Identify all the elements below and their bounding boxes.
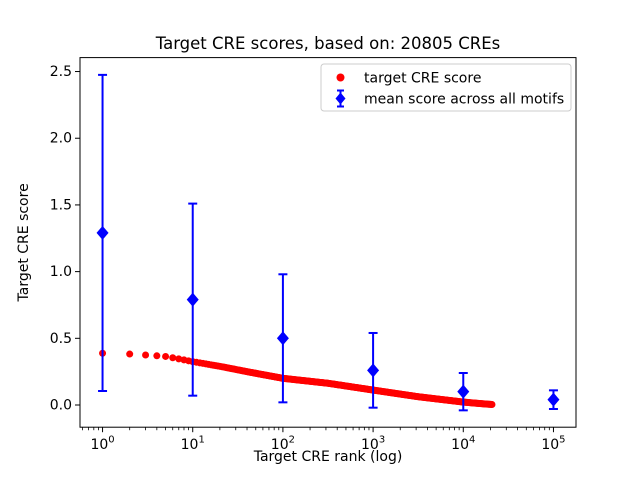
- mean-score-errorbar: [186, 202, 199, 397]
- mean-score-errorbar: [457, 371, 470, 412]
- y-major-ticks: [75, 71, 80, 406]
- mean-score-point: [457, 384, 470, 399]
- x-tick-label: 101: [181, 435, 205, 454]
- chart-title: Target CRE scores, based on: 20805 CREs: [155, 34, 501, 53]
- target-score-point: [126, 350, 134, 358]
- x-major-ticks: [102, 427, 554, 433]
- target-score-series: [99, 349, 496, 408]
- y-tick-labels: 0.0 0.5 1.0 1.5 2.0 2.5: [50, 64, 72, 413]
- x-tick-labels: 100 101 102 103 104 105: [90, 435, 565, 454]
- legend-box: [320, 63, 572, 112]
- x-tick-label: 105: [541, 435, 565, 454]
- target-score-point: [142, 351, 150, 359]
- x-tick-label: 103: [361, 435, 385, 454]
- mean-score-point: [367, 363, 380, 378]
- mean-score-point: [547, 392, 560, 407]
- mean-score-series: [96, 73, 560, 412]
- y-tick-label: 0.0: [50, 398, 72, 414]
- mean-score-errorbar: [96, 73, 109, 392]
- legend-mean-score-icon: [335, 89, 346, 108]
- y-tick-label: 0.5: [50, 331, 72, 347]
- target-score-point: [162, 352, 170, 360]
- x-minor-ticks: [82, 427, 550, 431]
- mean-score-point: [186, 292, 199, 307]
- target-score-point: [175, 355, 183, 363]
- x-tick-label: 104: [451, 435, 475, 454]
- legend-target-score-label: target CRE score: [364, 71, 481, 87]
- y-tick-label: 1.5: [50, 197, 72, 213]
- y-tick-label: 2.5: [50, 64, 72, 80]
- x-axis-label: Target CRE rank (log): [253, 449, 403, 465]
- y-tick-label: 2.0: [50, 131, 72, 147]
- mean-score-errorbar: [547, 389, 560, 411]
- mean-score-point: [276, 331, 289, 346]
- legend-mean-score-label: mean score across all motifs: [364, 92, 564, 108]
- target-score-point: [488, 400, 496, 408]
- x-tick-label: 100: [90, 435, 114, 454]
- y-tick-label: 1.0: [50, 264, 72, 280]
- mean-score-errorbar: [367, 331, 380, 409]
- target-score-point: [169, 354, 177, 362]
- target-score-point: [153, 352, 161, 360]
- plot-frame: [79, 57, 577, 428]
- x-tick-label: 102: [271, 435, 295, 454]
- mean-score-point: [96, 225, 109, 240]
- legend: target CRE score mean score across all m…: [320, 63, 572, 112]
- mean-score-errorbar: [276, 273, 289, 404]
- legend-target-score-icon: [336, 73, 345, 82]
- y-axis-label: Target CRE score: [16, 183, 32, 302]
